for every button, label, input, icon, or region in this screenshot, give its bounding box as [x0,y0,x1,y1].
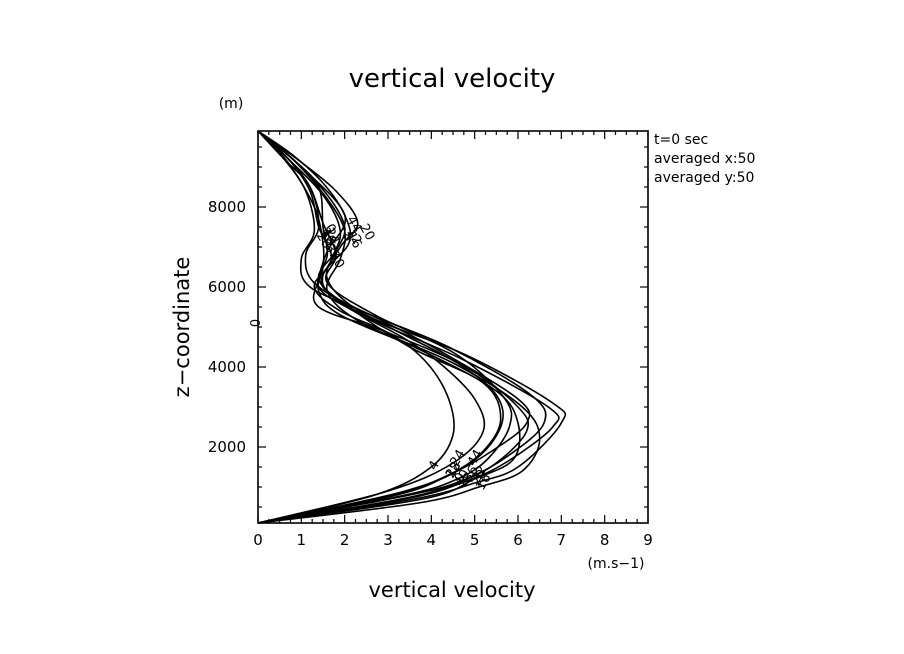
y-axis-unit: (m) [219,96,244,112]
curve-label-upper: 44 [343,214,364,236]
curve-label-lower: 40 [452,467,473,489]
profile-curve [257,130,455,524]
chart-title: vertical velocity [349,64,556,94]
y-tick-label: 4000 [208,358,246,376]
curve-label-lower: 24 [447,447,468,469]
info-panel: t=0 sec averaged x:50 averaged y:50 [654,132,755,186]
curve-label-upper: 12 [343,226,364,248]
profile-curves [257,130,567,524]
curve-label-lower: 32 [469,463,490,485]
curve-label-upper: 32 [322,242,343,264]
curve-label-lower: 16 [473,471,494,493]
curve-label-zero: 0 [249,319,264,327]
x-tick-label: 6 [513,531,523,549]
info-line: averaged y:50 [654,170,754,186]
y-axis-title: z−coordinate [170,257,194,398]
x-tick-label: 8 [600,531,610,549]
profile-curve [257,130,486,524]
y-tick-label: 8000 [208,198,246,216]
x-tick-label: 0 [253,531,263,549]
y-tick-label: 2000 [208,438,246,456]
curve-label-upper: 16 [343,230,364,252]
profile-curve [257,130,521,524]
curve-label-upper: 36 [317,226,338,248]
x-tick-label: 9 [643,531,653,549]
y-tick-label: 6000 [208,278,246,296]
profile-curve [257,130,567,524]
x-tick-label: 2 [340,531,350,549]
curve-label-lower: 28 [443,459,464,481]
x-tick-label: 1 [297,531,307,549]
curve-labels: 0044121224242828363688202016163232404044… [249,214,495,494]
curve-label-upper: 28 [313,230,334,252]
curve-label-upper: 24 [322,226,343,248]
curve-label-lower: 44 [465,447,486,469]
info-line: t=0 sec [654,132,708,148]
curve-label-lower: 12 [443,459,464,481]
profile-curve [257,130,504,524]
info-line: averaged x:50 [654,151,755,167]
x-axis-title: vertical velocity [368,578,535,602]
curve-label-lower: 20 [469,467,490,489]
x-tick-label: 4 [427,531,437,549]
curve-label-upper: 40 [326,250,347,272]
curve-label-upper: 20 [356,222,377,244]
x-tick-label: 3 [383,531,393,549]
x-axis-unit: (m.s−1) [588,556,645,572]
profile-curve [257,130,502,524]
profile-curve [257,130,560,524]
curve-label-lower: 36 [460,463,481,485]
x-tick-label: 5 [470,531,480,549]
profile-curve [257,130,541,524]
x-tick-label: 7 [557,531,567,549]
